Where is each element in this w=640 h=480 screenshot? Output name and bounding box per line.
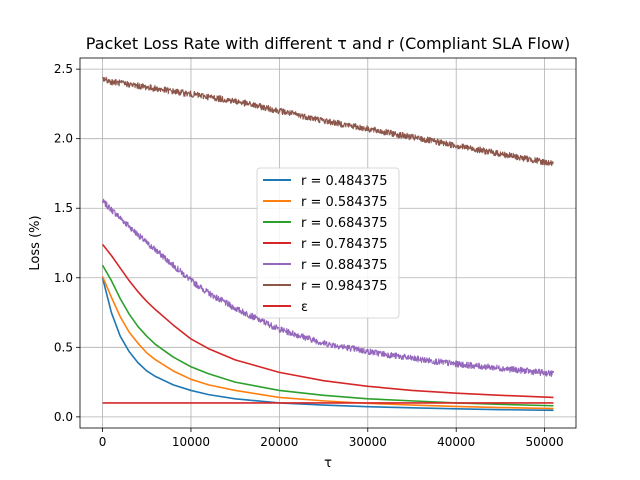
series-line-5	[102, 76, 554, 167]
legend: r = 0.484375 r = 0.584375 r = 0.684375 r = …	[256, 167, 400, 319]
series-line-1	[101, 276, 554, 410]
y-tick-label: 2.0	[54, 132, 73, 146]
grid	[80, 58, 576, 428]
x-tick-label: 50000	[526, 435, 564, 449]
legend-box	[256, 167, 400, 319]
series-line-3	[101, 243, 554, 399]
y-tick-label: 1.5	[54, 201, 73, 215]
series-layer	[101, 76, 554, 412]
legend-label: r = 0.584375	[301, 195, 388, 210]
x-tick-label: 20000	[260, 435, 298, 449]
y-tick-label: 2.5	[54, 62, 73, 76]
legend-label: r = 0.684375	[301, 216, 388, 231]
y-axis-label: Loss (%)	[28, 215, 43, 270]
legend-label: r = 0.784375	[301, 237, 388, 252]
chart-title: Packet Loss Rate with different τ and r …	[86, 34, 570, 53]
y-tick-label: 1.0	[54, 271, 73, 285]
y-tick-label: 0.5	[54, 340, 73, 354]
y-tick-label: 0.0	[54, 410, 73, 424]
legend-label: r = 0.484375	[301, 174, 388, 189]
x-tick-label: 0	[99, 435, 107, 449]
legend-label: r = 0.984375	[301, 279, 388, 294]
x-axis-label: τ	[324, 456, 332, 471]
series-line-0	[101, 277, 554, 412]
axes-frame	[79, 57, 577, 429]
legend-label: r = 0.884375	[301, 258, 388, 273]
x-tick-label: 10000	[172, 435, 210, 449]
series-line-2	[101, 264, 554, 407]
legend-label: ε	[301, 300, 308, 315]
series-line-4	[102, 198, 554, 378]
x-tick-label: 40000	[437, 435, 475, 449]
x-tick-label: 30000	[349, 435, 387, 449]
ticks: 0 10000 20000 30000 40000 50000 0.0 0.5 1.0 1.5 2.…	[54, 62, 564, 449]
